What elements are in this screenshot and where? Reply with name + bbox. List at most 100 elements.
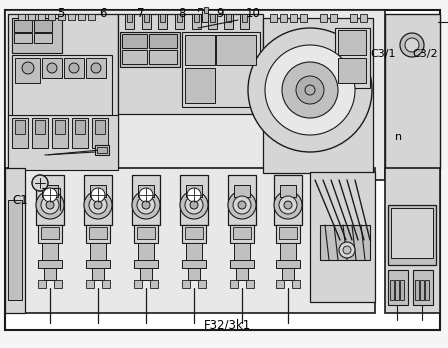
Bar: [300, 14, 307, 22]
Bar: [122, 50, 147, 64]
Bar: [335, 28, 370, 88]
Bar: [290, 14, 297, 22]
Circle shape: [343, 246, 351, 254]
Bar: [84, 175, 112, 225]
Circle shape: [238, 201, 246, 209]
Text: 8: 8: [178, 7, 185, 21]
Bar: [14, 33, 32, 43]
Bar: [280, 14, 287, 22]
Bar: [132, 175, 160, 225]
Bar: [350, 14, 357, 22]
Bar: [413, 270, 433, 305]
Circle shape: [190, 201, 198, 209]
Bar: [5, 10, 385, 180]
Circle shape: [305, 85, 315, 95]
Text: 7: 7: [138, 7, 145, 21]
Bar: [120, 32, 180, 67]
Text: F32/3k1: F32/3k1: [204, 319, 251, 332]
Text: C1: C1: [13, 193, 28, 207]
Text: C3/1: C3/1: [370, 49, 396, 59]
Bar: [320, 225, 370, 260]
Bar: [44, 268, 56, 280]
Bar: [38, 260, 62, 268]
Circle shape: [248, 28, 372, 152]
Bar: [230, 225, 254, 243]
Circle shape: [32, 175, 48, 191]
Bar: [97, 147, 107, 153]
Bar: [226, 14, 231, 22]
Text: 5: 5: [57, 7, 64, 21]
Bar: [86, 58, 106, 78]
Bar: [92, 118, 108, 148]
Circle shape: [89, 196, 107, 214]
Bar: [180, 175, 208, 225]
Bar: [72, 118, 88, 148]
Bar: [228, 175, 256, 225]
Bar: [138, 185, 154, 197]
Bar: [54, 280, 62, 288]
Bar: [68, 14, 75, 20]
Bar: [192, 14, 201, 29]
Bar: [400, 280, 404, 300]
Bar: [177, 14, 182, 22]
Bar: [52, 118, 68, 148]
Bar: [35, 120, 45, 134]
Circle shape: [282, 62, 338, 118]
Circle shape: [274, 191, 302, 219]
Text: n: n: [395, 133, 402, 142]
Bar: [185, 68, 215, 103]
Circle shape: [91, 188, 105, 202]
Bar: [216, 35, 256, 65]
Bar: [240, 14, 249, 29]
Circle shape: [139, 188, 153, 202]
Bar: [89, 227, 107, 239]
Circle shape: [265, 45, 355, 135]
Bar: [140, 268, 152, 280]
Bar: [8, 14, 118, 169]
Bar: [224, 14, 233, 29]
Circle shape: [137, 196, 155, 214]
Bar: [8, 115, 118, 170]
Bar: [338, 30, 366, 55]
Bar: [388, 270, 408, 305]
Bar: [182, 280, 190, 288]
Bar: [134, 260, 158, 268]
Bar: [15, 120, 25, 134]
Bar: [78, 14, 85, 20]
Circle shape: [187, 188, 201, 202]
Text: 6: 6: [99, 7, 107, 21]
Bar: [58, 14, 65, 20]
Bar: [75, 120, 85, 134]
Bar: [90, 243, 106, 263]
Circle shape: [400, 33, 424, 57]
Bar: [234, 185, 250, 197]
Bar: [28, 14, 35, 20]
Bar: [395, 280, 399, 300]
Circle shape: [228, 191, 256, 219]
Circle shape: [180, 191, 208, 219]
Bar: [276, 280, 284, 288]
Bar: [202, 10, 208, 22]
Bar: [320, 14, 327, 22]
Bar: [12, 118, 28, 148]
Bar: [42, 243, 58, 263]
Bar: [230, 280, 238, 288]
Bar: [182, 260, 206, 268]
Bar: [415, 280, 419, 300]
Bar: [41, 227, 59, 239]
Circle shape: [339, 242, 355, 258]
Bar: [86, 225, 110, 243]
Circle shape: [91, 63, 101, 73]
Bar: [276, 225, 300, 243]
Bar: [137, 227, 155, 239]
Bar: [48, 14, 55, 20]
Bar: [276, 260, 300, 268]
Bar: [92, 268, 104, 280]
Bar: [338, 58, 366, 83]
Circle shape: [279, 196, 297, 214]
Bar: [36, 175, 64, 225]
Bar: [38, 280, 46, 288]
Bar: [160, 14, 165, 22]
Bar: [64, 58, 84, 78]
Circle shape: [142, 201, 150, 209]
